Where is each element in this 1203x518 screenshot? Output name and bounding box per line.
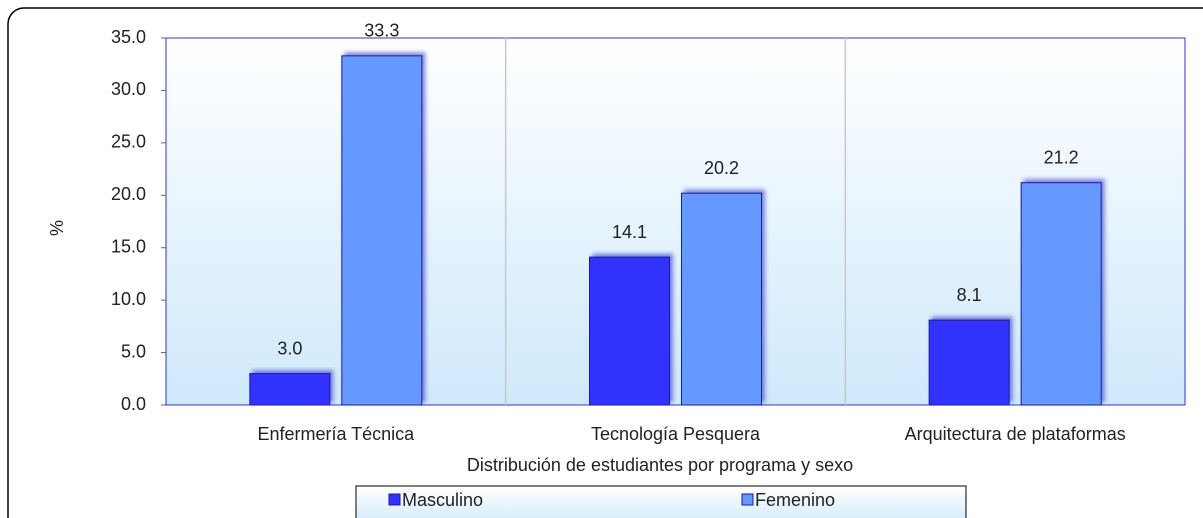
y-tick-label: 5.0 [121,341,146,361]
bar [681,192,762,406]
legend-label: Femenino [755,490,835,510]
y-tick-label: 0.0 [121,394,146,414]
data-label: 20.2 [704,158,739,178]
x-tick-label: Arquitectura de plataformas [905,424,1126,444]
y-tick-label: 25.0 [111,132,146,152]
y-tick-label: 35.0 [111,27,146,47]
legend [355,485,967,518]
y-tick-label: 15.0 [111,236,146,256]
data-label: 8.1 [957,285,982,305]
data-label: 21.2 [1044,147,1079,167]
legend-swatch [388,493,401,506]
bar [249,373,331,406]
legend-swatch [741,493,754,506]
y-axis-label: % [47,220,67,236]
bar [341,55,423,406]
bar [928,319,1010,406]
x-axis-label: Distribución de estudiantes por programa… [467,455,853,475]
legend-label: Masculino [402,490,483,510]
x-tick-label: Enfermería Técnica [257,424,415,444]
bar [1020,182,1102,406]
plot-area [165,37,1186,406]
y-tick-label: 10.0 [111,289,146,309]
x-tick-label: Tecnología Pesquera [591,424,761,444]
data-label: 14.1 [612,222,647,242]
y-tick-label: 30.0 [111,79,146,99]
y-tick-label: 20.0 [111,184,146,204]
data-label: 3.0 [277,338,302,358]
bar [589,256,670,406]
data-label: 33.3 [364,21,399,41]
